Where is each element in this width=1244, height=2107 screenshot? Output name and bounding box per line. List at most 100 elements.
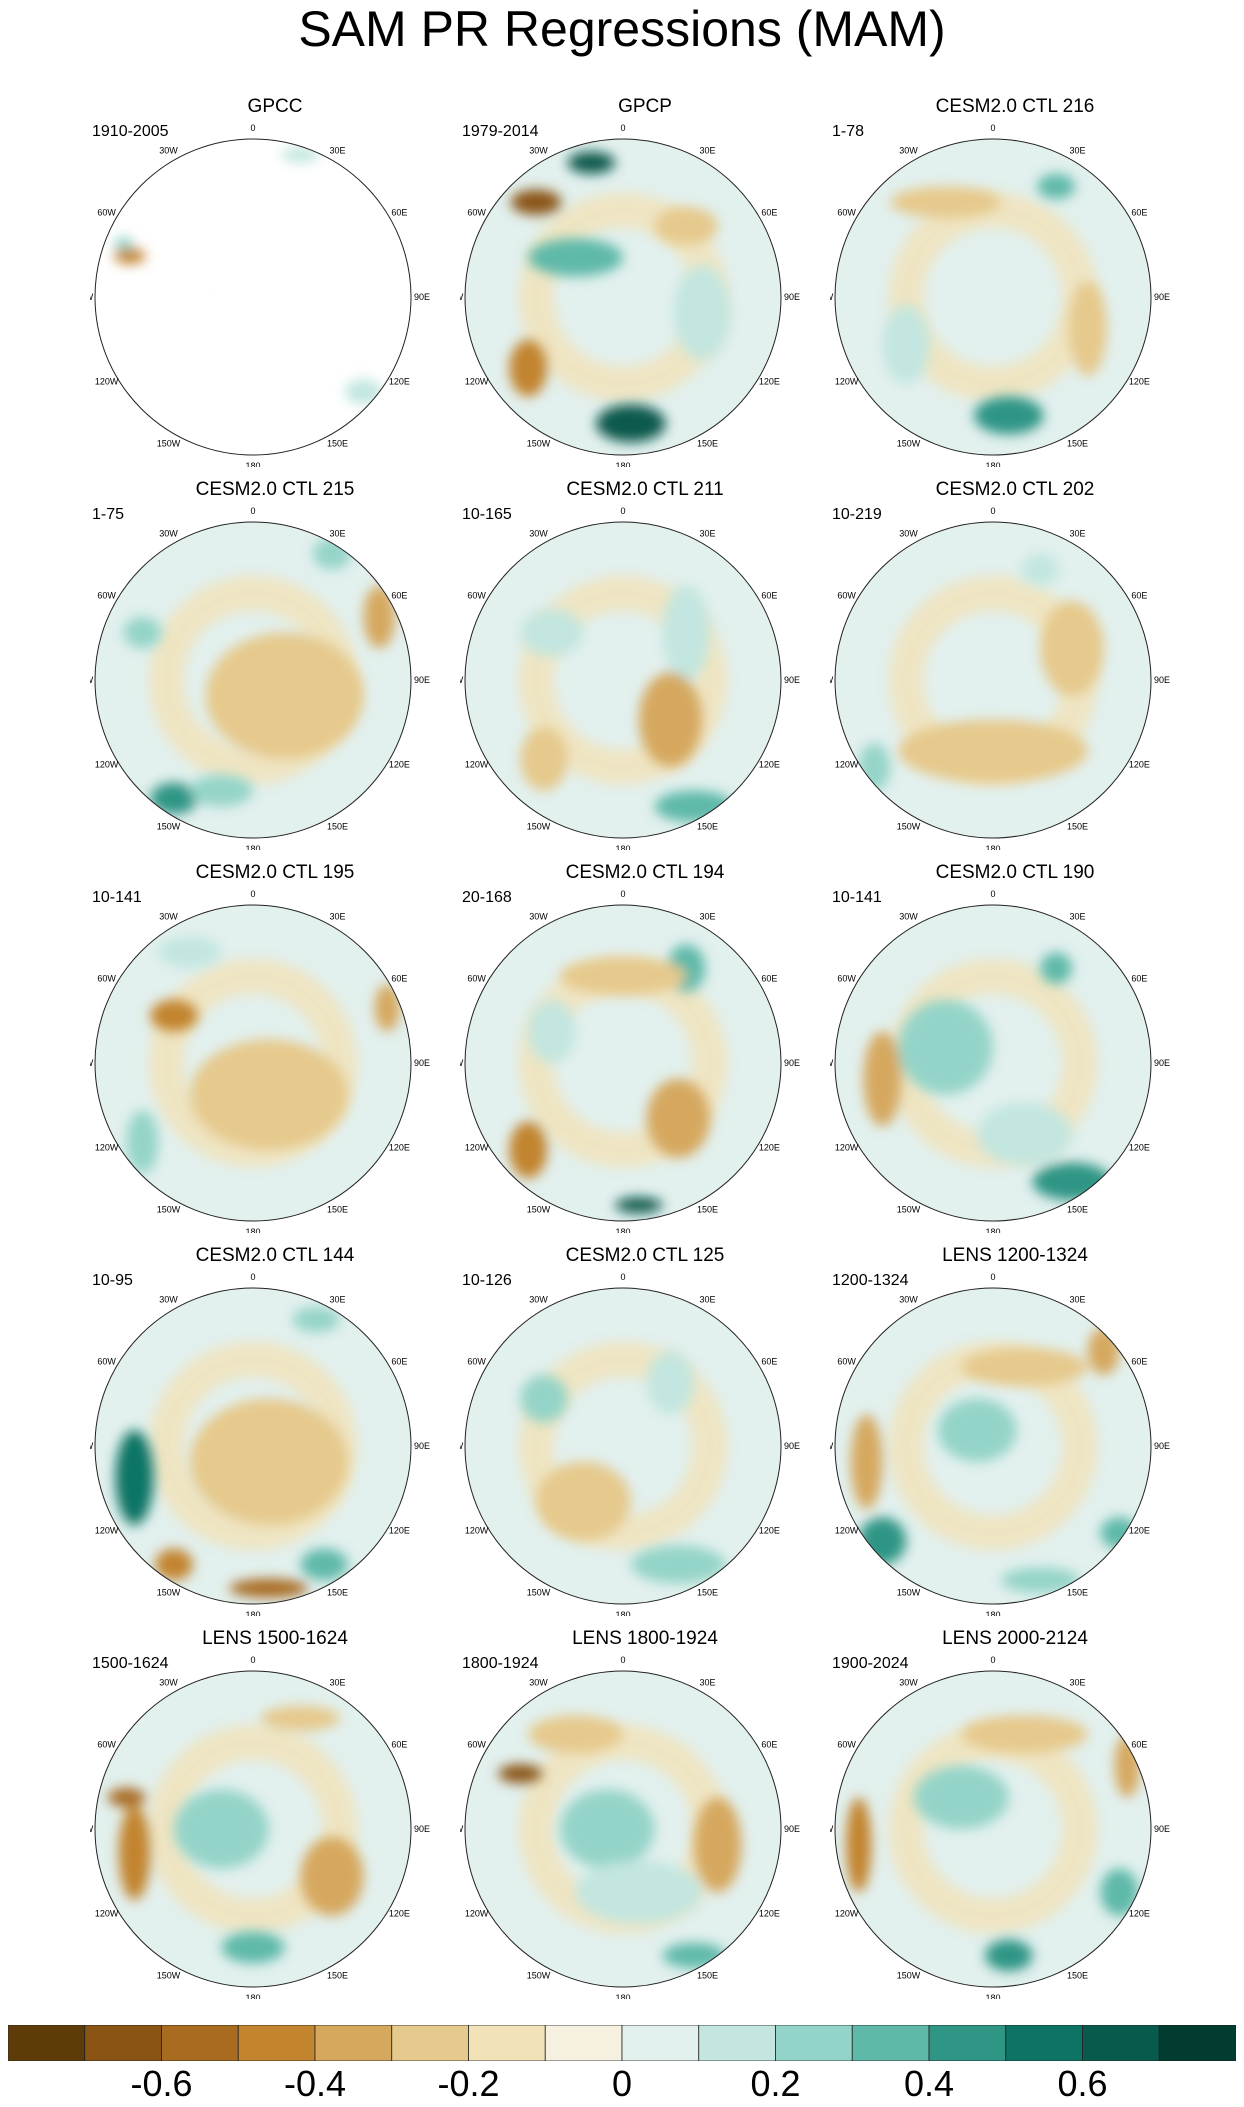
anomaly-cell <box>673 265 731 361</box>
anomaly-cell <box>536 1461 631 1541</box>
longitude-label: 90W <box>830 1058 834 1068</box>
longitude-label: 120W <box>835 377 859 387</box>
map-boundary <box>834 904 1152 1222</box>
coastline <box>196 284 231 297</box>
longitude-label: 60W <box>837 208 856 218</box>
panel-years: 10-219 <box>832 506 882 523</box>
coastline <box>1028 142 1080 196</box>
colorbar-tick-label: 0 <box>611 2063 633 2104</box>
coastline <box>111 582 168 670</box>
ring-band <box>518 575 728 785</box>
longitude-label: 30W <box>899 912 918 922</box>
longitude-label: 60W <box>97 974 116 984</box>
map-boundary <box>94 1287 412 1605</box>
longitude-label: 60E <box>391 591 407 601</box>
anomaly-cell <box>150 999 198 1032</box>
panel-14: 0 30E 60E 90E 120E 150E 180 150W 120W 90W 60W 30W LE… <box>460 1627 830 1999</box>
panel-11: 0 30E 60E 90E 120E 150E 180 150W 120W 90W 60W 30W CE… <box>460 1244 830 1616</box>
longitude-label: 60W <box>97 1740 116 1750</box>
longitude-label: 0 <box>990 889 995 899</box>
longitude-label: 0 <box>620 1655 625 1665</box>
coastline <box>936 1050 971 1063</box>
colorbar-tick-label: -0.2 <box>437 2063 500 2104</box>
coastline <box>210 645 300 719</box>
longitude-label: 150E <box>327 1204 348 1214</box>
longitude-label: 30E <box>329 912 345 922</box>
anomaly-cell <box>374 984 400 1032</box>
coastline <box>481 965 538 1053</box>
longitude-label: 60W <box>97 1357 116 1367</box>
anomaly-cell <box>961 1715 1088 1754</box>
longitude-label: 60E <box>761 1740 777 1750</box>
longitude-label: 150W <box>527 1970 551 1980</box>
map-boundary <box>834 521 1152 839</box>
longitude-label: 60W <box>467 1357 486 1367</box>
longitude-label: 90W <box>90 1824 94 1834</box>
longitude-label: 120E <box>389 760 410 770</box>
longitude-label: 30E <box>329 146 345 156</box>
anomaly-cell <box>498 1764 543 1784</box>
panel-12: 0 30E 60E 90E 120E 150E 180 150W 120W 90W 60W 30W LE… <box>830 1244 1200 1616</box>
longitude-label: 150E <box>697 821 718 831</box>
longitude-label: 30W <box>529 146 548 156</box>
anomaly-cell <box>1037 173 1076 200</box>
longitude-label: 90E <box>414 1441 430 1451</box>
longitude-label: 60E <box>391 208 407 218</box>
coastline <box>288 1291 340 1345</box>
anomaly-cell <box>520 727 568 791</box>
longitude-label: 180 <box>985 844 1000 850</box>
panel-title: LENS 1500-1624 <box>202 1628 348 1649</box>
coastline <box>288 1674 340 1728</box>
longitude-label: 90W <box>90 675 94 685</box>
longitude-label: 150E <box>697 1970 718 1980</box>
longitude-label: 120W <box>465 1143 489 1153</box>
coastline <box>481 1731 538 1819</box>
anomaly-cell <box>155 1548 193 1581</box>
anomaly-cell <box>300 1548 348 1581</box>
anomaly-cell <box>126 1110 159 1174</box>
coastline <box>1028 525 1080 579</box>
longitude-label: 180 <box>615 1610 630 1616</box>
coastline <box>990 389 1001 433</box>
anomaly-cell <box>846 1797 872 1893</box>
anomaly-cell <box>113 236 133 250</box>
map-background <box>465 1288 781 1604</box>
longitude-label: 60W <box>97 208 116 218</box>
longitude-label: 60E <box>1131 974 1147 984</box>
coastline <box>481 199 538 287</box>
panel-6: 0 30E 60E 90E 120E 150E 180 150W 120W 90W 60W 30W CE… <box>830 478 1200 850</box>
map-4: 0 30E 60E 90E 120E 150E 180 150W 120W 90W 60W 30W <box>90 506 430 850</box>
anomaly-cell <box>1021 553 1060 586</box>
coastline <box>1028 1291 1080 1345</box>
anomaly-cell <box>528 1715 623 1754</box>
anomaly-cell <box>520 1374 568 1423</box>
panel-years: 1979-2014 <box>462 123 539 140</box>
coastline <box>680 1892 765 1927</box>
panel-title: CESM2.0 CTL 202 <box>935 479 1095 500</box>
panel-years: 1-75 <box>92 506 125 523</box>
longitude-label: 0 <box>250 1655 255 1665</box>
longitude-label: 60W <box>467 974 486 984</box>
anomaly-cell <box>559 1789 655 1869</box>
longitude-label: 0 <box>990 1272 995 1282</box>
colorbar-swatch <box>1005 2025 1083 2061</box>
longitude-label: 60W <box>467 208 486 218</box>
coastline <box>680 743 765 778</box>
panel-years: 20-168 <box>462 889 512 906</box>
longitude-label: 60E <box>391 1357 407 1367</box>
longitude-label: 0 <box>990 123 995 133</box>
longitude-label: 150W <box>527 821 551 831</box>
longitude-label: 150E <box>1067 438 1088 448</box>
anomaly-cell <box>1040 601 1104 696</box>
map-boundary <box>94 904 412 1222</box>
colorbar-swatch <box>544 2025 623 2061</box>
longitude-label: 180 <box>245 1610 260 1616</box>
map-boundary <box>464 521 782 839</box>
longitude-label: 120W <box>835 1526 859 1536</box>
anomaly-cell <box>937 1398 1017 1462</box>
longitude-label: 90E <box>1154 1824 1170 1834</box>
longitude-label: 30E <box>329 1295 345 1305</box>
anomaly-cell <box>174 1789 269 1869</box>
longitude-label: 30W <box>159 529 178 539</box>
longitude-label: 150W <box>897 1587 921 1597</box>
